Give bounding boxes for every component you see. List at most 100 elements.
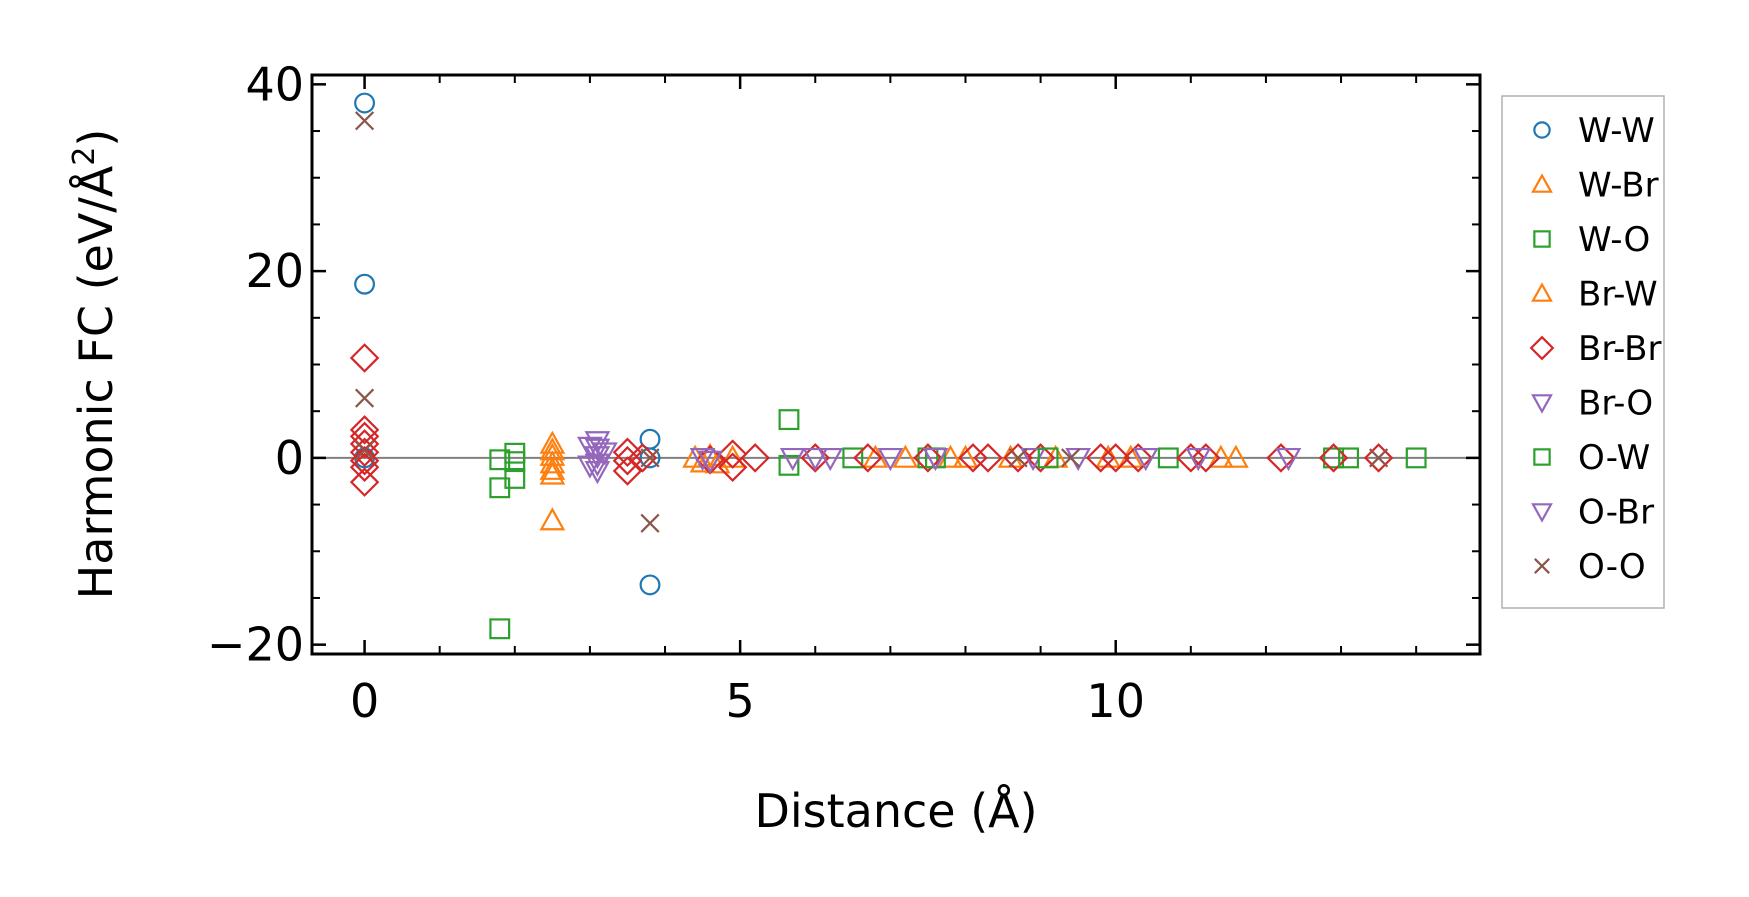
data-point <box>779 447 806 472</box>
data-point <box>349 445 380 476</box>
y-tick-label: −20 <box>207 618 304 672</box>
legend-label: O-O <box>1578 547 1646 587</box>
series-br-br <box>349 343 1394 497</box>
data-point <box>489 618 511 640</box>
data-point <box>349 429 380 459</box>
legend-label: Br-Br <box>1578 329 1662 369</box>
data-point <box>349 437 380 468</box>
y-tick-label: 20 <box>245 244 304 298</box>
data-point <box>1223 444 1249 468</box>
data-points <box>349 92 1427 640</box>
data-point <box>349 452 380 482</box>
data-point <box>627 443 658 473</box>
legend-label: Br-W <box>1578 275 1658 315</box>
data-point <box>349 467 380 497</box>
data-point <box>1369 448 1389 468</box>
data-point <box>539 507 566 531</box>
legend-marker <box>1533 230 1551 248</box>
data-point <box>817 447 844 472</box>
data-point <box>740 443 770 473</box>
data-point <box>612 437 643 468</box>
data-point <box>802 447 829 472</box>
data-point <box>612 445 643 476</box>
series-w-o <box>489 409 1427 640</box>
data-point <box>1132 447 1159 472</box>
legend-marker <box>1533 448 1551 466</box>
data-point <box>853 443 883 473</box>
data-point <box>1085 443 1116 473</box>
data-point <box>584 438 611 462</box>
data-point <box>349 343 380 373</box>
data-point <box>539 456 566 480</box>
data-point <box>639 574 661 596</box>
legend-label: O-Br <box>1578 493 1654 533</box>
y-axis-label-main: Harmonic FC (eV/Å <box>69 165 123 599</box>
data-point <box>778 409 800 431</box>
data-point <box>913 443 943 473</box>
data-point <box>355 440 375 460</box>
data-point <box>1025 443 1056 473</box>
data-point <box>504 442 526 464</box>
data-point <box>1338 447 1360 469</box>
data-point <box>1207 444 1234 468</box>
data-point <box>1363 443 1394 473</box>
data-point <box>539 461 566 485</box>
legend-label: W-W <box>1578 111 1655 151</box>
plot-frame <box>310 73 1482 656</box>
data-point <box>1266 443 1296 473</box>
data-point <box>577 455 603 479</box>
data-point <box>1191 443 1221 473</box>
data-point <box>592 442 618 466</box>
data-point <box>504 467 526 489</box>
data-point <box>577 436 603 460</box>
data-point <box>640 448 660 468</box>
legend: W-W W-Br W-O Br-W Br-Br Br-O O-W O-Br O-O <box>1501 95 1665 609</box>
data-point <box>842 447 864 469</box>
legend-marker <box>1531 282 1553 302</box>
data-point <box>584 431 611 455</box>
data-point <box>717 452 748 482</box>
x-tick-label: 5 <box>726 674 755 728</box>
data-point <box>973 443 1003 473</box>
data-point <box>877 447 904 472</box>
data-point <box>1275 447 1302 472</box>
legend-label: O-W <box>1578 438 1650 478</box>
data-point <box>892 444 919 468</box>
data-point <box>922 447 949 472</box>
x-tick-label: 0 <box>350 674 379 728</box>
x-axis-label: Distance (Å) <box>754 784 1037 838</box>
data-point <box>539 450 566 474</box>
legend-marker <box>1531 503 1553 523</box>
y-axis-label: Harmonic FC (eV/Å2) <box>67 129 123 600</box>
data-point <box>689 447 716 472</box>
data-point <box>612 456 643 486</box>
series-o-o <box>355 111 1389 533</box>
y-axis-label-superscript: 2 <box>67 147 102 166</box>
legend-marker <box>1529 335 1555 361</box>
data-point <box>1318 443 1349 473</box>
series-o-br <box>577 436 1302 479</box>
legend-marker <box>1531 394 1553 414</box>
data-point <box>1405 447 1427 469</box>
data-point <box>349 415 380 445</box>
data-point <box>639 447 661 469</box>
data-point <box>958 443 988 473</box>
data-point <box>1100 443 1131 473</box>
data-point <box>1123 443 1153 473</box>
legend-label: W-O <box>1578 220 1650 260</box>
data-point <box>1176 443 1206 473</box>
data-point <box>355 388 375 408</box>
data-point <box>1323 447 1344 469</box>
axis-ticks <box>312 75 1480 654</box>
series-w-w <box>354 92 661 596</box>
legend-marker <box>1533 121 1551 139</box>
data-point <box>1061 448 1081 468</box>
data-point <box>584 453 611 477</box>
legend-label: W-Br <box>1578 166 1659 206</box>
data-point <box>489 449 511 471</box>
legend-box <box>1501 95 1665 609</box>
data-point <box>354 92 376 114</box>
legend-marker <box>1531 173 1553 193</box>
legend-marker <box>1534 558 1550 574</box>
